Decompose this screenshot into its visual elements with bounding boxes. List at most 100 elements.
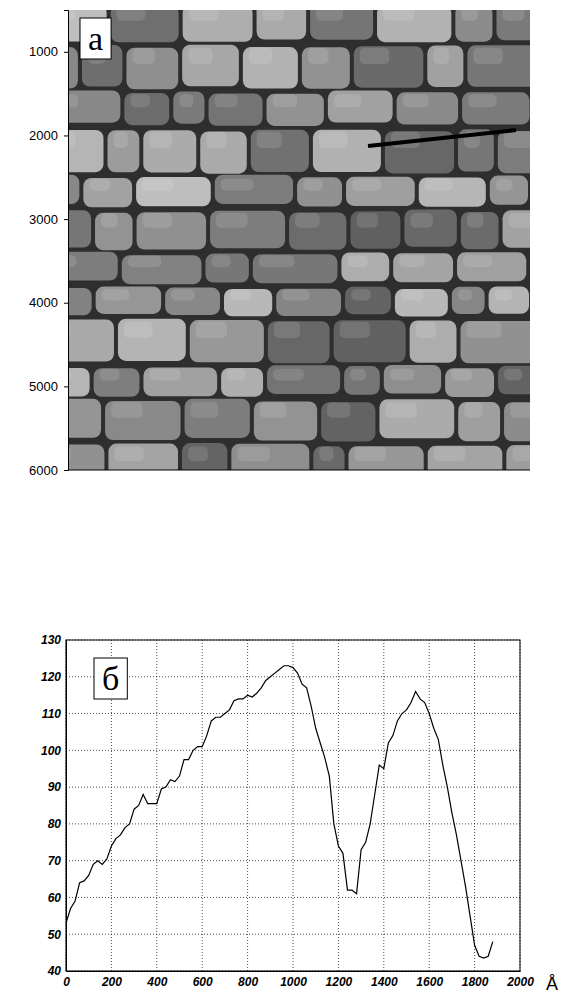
grain-highlight <box>327 402 350 417</box>
grain-highlight <box>403 94 429 107</box>
panel-label: б <box>102 660 119 697</box>
grain <box>105 401 181 440</box>
grain <box>467 45 530 87</box>
grain-highlight <box>463 255 492 267</box>
grain <box>344 366 380 395</box>
grain-highlight <box>274 322 300 339</box>
grain-highlight <box>273 94 298 107</box>
grid-line-x <box>383 640 384 971</box>
grain <box>118 319 186 361</box>
grain-highlight <box>461 10 477 21</box>
grain-highlight <box>263 10 284 21</box>
grain <box>498 366 530 395</box>
grain <box>503 210 530 247</box>
tick-label: 90 <box>48 780 62 794</box>
tick: 1200 <box>326 971 353 989</box>
grain-highlight <box>227 369 245 381</box>
grain-highlight <box>399 255 425 267</box>
profile-panel: 0200400600800100012001400160018002000405… <box>41 633 558 994</box>
grain-highlight <box>68 94 78 107</box>
grain-highlight <box>473 48 502 64</box>
tick-label: 200 <box>101 975 122 989</box>
grain <box>289 212 346 249</box>
tick-label: 2000 <box>506 975 534 989</box>
tick-mark <box>64 303 68 304</box>
grain <box>457 252 526 281</box>
tick: 0 <box>63 971 70 989</box>
tick-mark <box>64 470 68 471</box>
grain-highlight <box>206 132 226 149</box>
grain-highlight <box>316 10 343 21</box>
grid-line-y <box>66 676 520 677</box>
profile-line <box>368 130 516 146</box>
grain-highlight <box>416 322 436 339</box>
grain-highlight <box>468 94 497 107</box>
grain <box>68 444 104 470</box>
grain-highlight <box>68 255 76 267</box>
grain <box>313 130 381 172</box>
tick-label: 3000 <box>29 212 58 227</box>
grain-highlight <box>101 213 118 228</box>
grain <box>354 46 424 88</box>
grain <box>393 253 453 282</box>
tick: 80 <box>48 817 66 831</box>
grain <box>94 368 140 397</box>
panel-label: а <box>88 20 103 57</box>
grain <box>68 319 114 361</box>
grain <box>419 177 486 206</box>
grain-highlight <box>100 369 120 381</box>
grid-line-y <box>66 750 520 751</box>
tick-mark <box>64 386 68 387</box>
y-axis: 100020003000400050006000 <box>29 11 68 478</box>
image-panel: 100020003000400050006000а <box>24 3 584 484</box>
grain <box>224 289 272 316</box>
tick: 5000 <box>29 379 68 394</box>
grain <box>183 10 253 42</box>
grain <box>111 10 179 42</box>
grain-highlight <box>433 48 449 64</box>
axis-line-bottom <box>68 470 530 471</box>
grain <box>165 288 220 315</box>
grain-highlight <box>257 132 282 149</box>
grid-line-y <box>66 823 520 824</box>
x-axis: 0200400600800100012001400160018002000 <box>63 971 534 989</box>
figure: 100020003000400050006000а020040060080010… <box>0 0 584 994</box>
grain <box>267 94 324 126</box>
grain <box>185 399 250 438</box>
tick-label: 1400 <box>371 975 398 989</box>
tick: 1400 <box>371 971 398 989</box>
tick: 40 <box>47 964 66 978</box>
grain-highlight <box>308 48 329 64</box>
grain <box>428 446 503 470</box>
grain <box>251 130 309 172</box>
grain <box>313 446 344 470</box>
tick: 1800 <box>462 971 489 989</box>
grain <box>445 368 494 397</box>
tick-label: 600 <box>193 975 213 989</box>
grain <box>349 446 424 470</box>
tick-label: 1800 <box>462 975 489 989</box>
tick: 2000 <box>506 971 534 989</box>
tick-label: 100 <box>41 744 61 758</box>
grain <box>267 365 340 394</box>
grid-line-x <box>474 640 475 971</box>
grain-highlight <box>347 255 368 267</box>
grain-highlight <box>512 446 530 461</box>
grain-highlight <box>385 402 417 417</box>
grain <box>346 177 415 206</box>
grain-highlight <box>114 132 128 149</box>
tick-label: 50 <box>48 928 62 942</box>
grain <box>427 45 463 87</box>
grain-highlight <box>401 289 424 300</box>
tick-label: 4000 <box>29 295 58 310</box>
grain-highlight <box>360 48 389 64</box>
grid-line-x <box>202 640 203 971</box>
grain-highlight <box>273 369 304 381</box>
grain <box>452 287 485 314</box>
grain-highlight <box>149 369 180 381</box>
grain <box>254 401 317 440</box>
grain <box>68 368 90 397</box>
grain-highlight <box>410 213 433 228</box>
grain-highlight <box>356 213 378 228</box>
grain-highlight <box>102 289 130 300</box>
